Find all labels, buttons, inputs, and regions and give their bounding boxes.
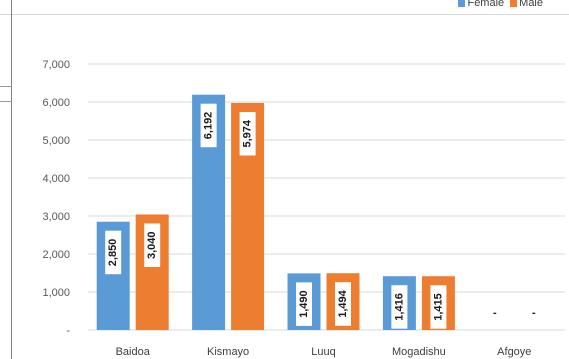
y-tick-label: - bbox=[66, 325, 70, 337]
x-tick-label: Afgoye bbox=[497, 346, 531, 358]
data-label: - bbox=[493, 307, 497, 319]
left-divider bbox=[11, 0, 12, 359]
left-panel-stub bbox=[0, 86, 12, 102]
y-tick-label: 2,000 bbox=[42, 249, 70, 261]
data-label-box bbox=[200, 103, 217, 148]
data-label-box bbox=[239, 111, 256, 156]
data-label: 2,850 bbox=[107, 239, 119, 267]
x-tick-label: Kismayo bbox=[207, 346, 249, 358]
y-tick-label: 6,000 bbox=[42, 97, 70, 109]
data-label: 3,040 bbox=[146, 231, 158, 259]
data-label: 1,416 bbox=[393, 293, 405, 321]
data-label-box bbox=[391, 285, 408, 329]
data-label: 5,974 bbox=[242, 119, 254, 147]
x-tick-label: Luuq bbox=[311, 346, 335, 358]
legend-item-male: Male bbox=[510, 0, 543, 9]
legend-swatch-male bbox=[510, 0, 518, 7]
data-label: 1,415 bbox=[432, 293, 444, 321]
y-tick-label: 7,000 bbox=[42, 59, 70, 71]
y-tick-label: 1,000 bbox=[42, 287, 70, 299]
data-label-box bbox=[296, 282, 312, 326]
data-label-box bbox=[144, 223, 161, 267]
legend-label-male: Male bbox=[519, 0, 543, 9]
data-label: 1,490 bbox=[298, 290, 310, 318]
legend-swatch-female bbox=[458, 0, 466, 7]
y-tick-label: 5,000 bbox=[42, 135, 70, 147]
data-label: 1,494 bbox=[337, 289, 349, 317]
window-top-strip bbox=[0, 0, 569, 15]
data-label-box bbox=[335, 282, 351, 326]
x-tick-label: Mogadishu bbox=[392, 346, 446, 358]
data-label: 6,192 bbox=[203, 112, 215, 140]
data-label: - bbox=[532, 307, 536, 319]
chart-legend: Female Male bbox=[458, 0, 543, 9]
legend-label-female: Female bbox=[467, 0, 505, 9]
x-tick-label: Baidoa bbox=[116, 346, 151, 358]
y-tick-label: 3,000 bbox=[42, 211, 70, 223]
y-tick-label: 4,000 bbox=[42, 173, 70, 185]
data-label-box bbox=[105, 230, 122, 275]
legend-item-female: Female bbox=[458, 0, 504, 9]
data-label-box bbox=[430, 285, 447, 329]
